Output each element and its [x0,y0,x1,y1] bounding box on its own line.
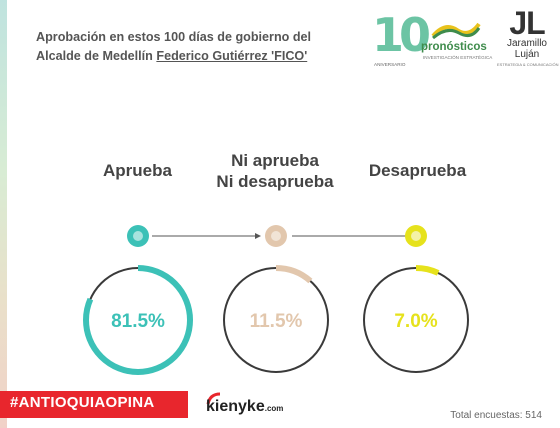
category-node-inner [133,231,143,241]
pronosticos-wave-icon [431,22,481,40]
jl-subtitle: ESTRATEGIA & COMUNICACIÓN [497,62,559,67]
jl-initials: JL [509,5,545,41]
aniversario-number: 10 [372,8,431,62]
jl-name-line-2: Luján [514,49,540,60]
title-line-2-prefix: Alcalde de Medellín [36,49,157,63]
category-label-line: Ni aprueba [231,151,319,170]
hashtag-label: #ANTIOQUIAOPINA [10,394,155,411]
chart-title: Aprobación en estos 100 días de gobierno… [36,28,366,66]
title-mayor-name: Federico Gutiérrez 'FICO' [156,49,308,63]
category-label-line: Aprueba [103,161,172,180]
title-line-2: Alcalde de Medellín Federico Gutiérrez '… [36,47,366,66]
kienyke-swoosh-icon [206,392,221,405]
category-label-line: Ni desaprueba [216,172,334,191]
category-label-aprueba: Aprueba [75,160,200,181]
left-decor-stripe [0,0,7,428]
total-surveys: Total encuestas: 514 [450,410,542,421]
title-line-1: Aprobación en estos 100 días de gobierno… [36,30,312,44]
jl-name-line-1: Jaramillo [506,38,547,49]
donut-value-label: 11.5% [250,311,303,332]
hashtag-banner: #ANTIOQUIAOPINA [0,391,188,418]
jaramillo-lujan-logo: JL Jaramillo Luján ESTRATEGIA & COMUNICA… [497,5,559,72]
kienyke-logo: kienyke.com [204,392,304,420]
donut-value-label: 7.0% [394,311,437,332]
aniversario-subtitle: ANIVERSARIO [374,62,406,67]
donut-value-arc [83,265,193,375]
kienyke-wordmark: kienyke.com [206,398,283,416]
category-label-neutral: Ni aprueba Ni desaprueba [205,150,345,192]
aniversario-logo: 10 ANIVERSARIO [372,8,431,70]
category-label-line: Desaprueba [368,161,467,180]
pronosticos-subtitle: INVESTIGACIÓN ESTRATÉGICA [423,55,493,60]
category-node-inner [411,231,421,241]
category-node-inner [271,231,281,241]
donut-value-arc [221,265,331,375]
category-label-desaprueba: Desaprueba [355,160,480,181]
kienyke-brand: kienyke [206,398,265,415]
pronosticos-logo: pronósticos INVESTIGACIÓN ESTRATÉGICA [421,14,493,68]
donut-value-label: 81.5% [111,311,165,332]
pronosticos-wordmark: pronósticos [421,41,487,53]
kienyke-domain: .com [264,404,284,413]
donut-value-arc [361,265,471,375]
